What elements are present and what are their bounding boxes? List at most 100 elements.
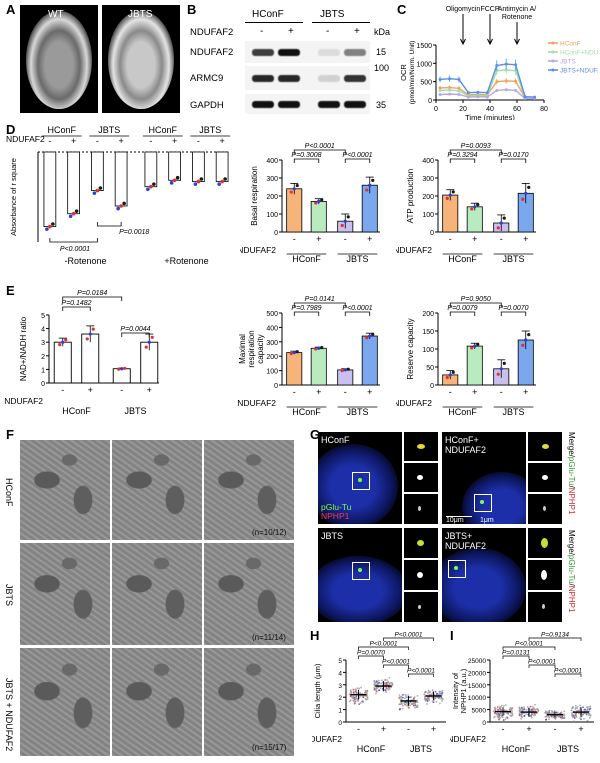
data-point: [411, 702, 413, 705]
blot-strip-gapdh: [245, 94, 370, 114]
blot-band: [252, 101, 274, 108]
x-tick-label: +: [316, 387, 321, 397]
data-point: [391, 684, 394, 687]
confocal-label-jbts-ndufaf2: JBTS+ NDUFAF2: [445, 531, 487, 551]
p-value: P=0.0070: [357, 650, 385, 657]
data-point: [470, 207, 474, 211]
em-count-hconf: (n=10/12): [252, 528, 287, 537]
data-point: [223, 177, 227, 181]
data-point: [407, 706, 410, 708]
x-tick-label: +: [172, 136, 177, 146]
data-point: [375, 692, 377, 695]
y-tick-label: 1500: [416, 43, 432, 50]
data-point: [523, 708, 526, 710]
em-image: [20, 440, 110, 540]
group-label: JBTS: [557, 744, 579, 754]
p-value: P<0.0001: [369, 641, 397, 648]
data-point: [492, 710, 495, 713]
data-point: [149, 184, 153, 189]
data-point: [438, 693, 440, 696]
data-point: [119, 204, 123, 208]
legend-marker: [551, 68, 555, 72]
data-point: [546, 715, 549, 718]
data-point: [473, 205, 477, 209]
row-label: NDUFAF2: [312, 734, 342, 744]
data-point: [423, 693, 426, 696]
data-point: [400, 697, 403, 700]
data-point: [398, 708, 401, 711]
data-point: [92, 191, 97, 195]
data-point: [497, 708, 499, 711]
significance-bracket: [49, 238, 98, 243]
data-point: [499, 712, 502, 715]
bar: [91, 151, 104, 191]
side-label-merge-bottom: Merge/pGlu-Tu/NPHP1: [567, 530, 576, 613]
data-point: [509, 714, 512, 717]
data-point: [581, 715, 583, 718]
significance-bracket: [528, 664, 556, 668]
data-point: [574, 713, 577, 716]
scale-1um: 1μm: [480, 517, 494, 524]
y-tick-label: 0: [482, 720, 486, 727]
data-point: [448, 88, 451, 92]
y-tick-label: 100: [422, 212, 434, 219]
p-value: P=0.0184: [77, 290, 107, 297]
data-point: [445, 196, 449, 200]
data-point: [510, 708, 513, 711]
chart-c-ocr: 0 500 1000 1500 0 20 40 60 80 Time (minutes) OCR (p…: [399, 6, 598, 120]
bar: [337, 369, 354, 386]
data-point: [529, 709, 532, 712]
data-point: [340, 368, 344, 373]
data-point: [441, 700, 443, 702]
x-tick-label: -: [449, 234, 452, 244]
data-point: [520, 715, 523, 718]
data-point: [356, 698, 359, 701]
data-point: [365, 188, 369, 192]
data-point: [441, 691, 444, 694]
p-value: P<0.0001: [60, 246, 90, 253]
data-point: [74, 209, 79, 213]
row-label: NDUFAF2: [450, 734, 486, 744]
y-tick-label: 200: [266, 354, 278, 361]
data-point: [375, 687, 378, 689]
data-point: [428, 699, 431, 702]
data-point: [358, 687, 361, 690]
blot-lane-1: -: [260, 26, 264, 37]
data-point: [354, 689, 357, 692]
condition-label: +Rotenone: [164, 256, 208, 266]
data-point: [349, 690, 352, 693]
significance-bracket: [500, 311, 527, 316]
y-tick-label: 1: [41, 367, 45, 374]
data-point: [508, 709, 511, 711]
em-row-label-jbts: JBTS: [4, 584, 14, 607]
data-point: [383, 683, 386, 685]
y-tick-label: 50: [426, 365, 434, 372]
data-point: [120, 367, 124, 371]
data-point: [457, 89, 461, 93]
x-tick-label: -: [293, 387, 296, 397]
data-point: [504, 68, 508, 72]
chart-basal-respiration: 0 100 200 300 400 Basal respiration - + - + NDUFAF…: [240, 143, 380, 264]
data-point: [353, 702, 356, 705]
data-point: [530, 716, 533, 719]
data-point: [88, 332, 92, 336]
panel-label-g: G: [310, 427, 321, 442]
y-tick-label: 200: [422, 194, 434, 201]
data-point: [499, 707, 502, 709]
data-point: [123, 366, 127, 370]
y-tick-label: 5000: [472, 708, 487, 715]
p-value: P=0.0170: [498, 152, 528, 159]
blot-strip-ndufaf2: [245, 41, 370, 63]
data-point: [441, 689, 444, 692]
panel-label-a: A: [6, 2, 16, 17]
data-point: [320, 345, 324, 350]
significance-bracket: [293, 149, 346, 154]
p-value: P=0.0093: [461, 143, 491, 150]
data-point: [496, 706, 499, 708]
data-point: [518, 714, 521, 716]
data-point: [375, 690, 378, 693]
y-axis-label: respiration: [247, 330, 256, 367]
x-tick-label: -: [407, 724, 410, 734]
significance-bracket: [528, 637, 582, 641]
p-value: P<0.0001: [554, 668, 582, 675]
